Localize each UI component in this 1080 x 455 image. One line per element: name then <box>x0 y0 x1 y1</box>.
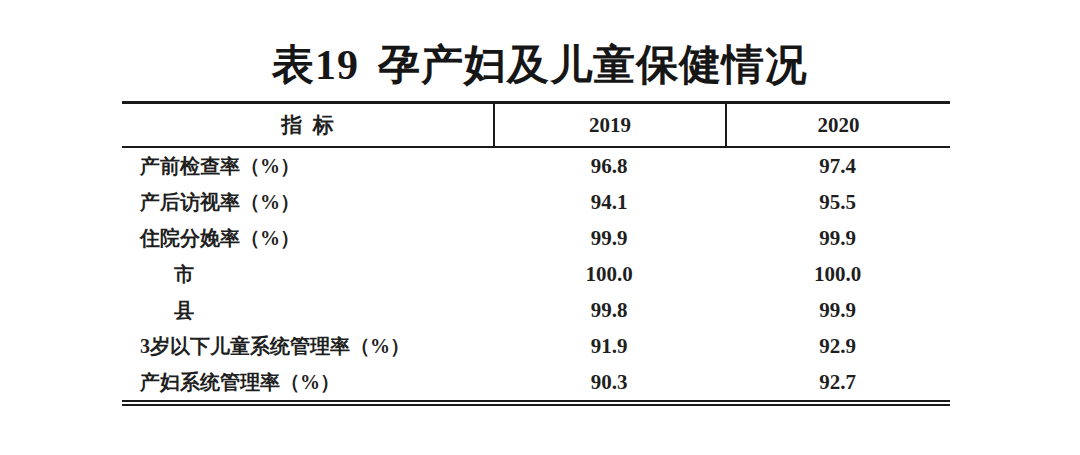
row-label: 产后访视率（%） <box>122 189 493 216</box>
row-value-2020: 92.9 <box>725 334 950 359</box>
row-value-2020: 97.4 <box>725 154 950 179</box>
row-label: 市 <box>122 261 493 288</box>
table-header-row: 指 标 2019 2020 <box>122 104 950 148</box>
row-value-2020: 99.9 <box>725 298 950 323</box>
row-label: 产前检查率（%） <box>122 153 493 180</box>
table-title: 表19 孕产妇及儿童保健情况 <box>0 42 1080 88</box>
row-value-2019: 96.8 <box>493 154 725 179</box>
table-number: 表19 <box>272 42 359 88</box>
row-label: 产妇系统管理率（%） <box>122 369 493 396</box>
header-year-2020: 2020 <box>725 104 950 146</box>
row-value-2019: 94.1 <box>493 190 725 215</box>
table-row: 3岁以下儿童系统管理率（%） 91.9 92.9 <box>122 328 950 364</box>
row-value-2020: 99.9 <box>725 226 950 251</box>
row-label: 县 <box>122 297 493 324</box>
row-value-2019: 100.0 <box>493 262 725 287</box>
row-value-2019: 90.3 <box>493 370 725 395</box>
table-body: 产前检查率（%） 96.8 97.4 产后访视率（%） 94.1 95.5 住院… <box>122 148 950 400</box>
row-label: 3岁以下儿童系统管理率（%） <box>122 333 493 360</box>
health-care-table: 指 标 2019 2020 产前检查率（%） 96.8 97.4 产后访视率（%… <box>122 101 950 406</box>
row-value-2019: 91.9 <box>493 334 725 359</box>
row-value-2019: 99.9 <box>493 226 725 251</box>
table-row-sub: 县 99.8 99.9 <box>122 292 950 328</box>
table-row: 产后访视率（%） 94.1 95.5 <box>122 184 950 220</box>
table-row: 住院分娩率（%） 99.9 99.9 <box>122 220 950 256</box>
table-row: 产前检查率（%） 96.8 97.4 <box>122 148 950 184</box>
table-row: 产妇系统管理率（%） 90.3 92.7 <box>122 364 950 400</box>
row-value-2020: 95.5 <box>725 190 950 215</box>
row-value-2020: 92.7 <box>725 370 950 395</box>
header-year-2019: 2019 <box>493 104 725 146</box>
row-label: 住院分娩率（%） <box>122 225 493 252</box>
table-name: 孕产妇及儿童保健情况 <box>378 42 808 88</box>
table-row-sub: 市 100.0 100.0 <box>122 256 950 292</box>
row-value-2020: 100.0 <box>725 262 950 287</box>
row-value-2019: 99.8 <box>493 298 725 323</box>
header-indicator: 指 标 <box>122 104 493 146</box>
